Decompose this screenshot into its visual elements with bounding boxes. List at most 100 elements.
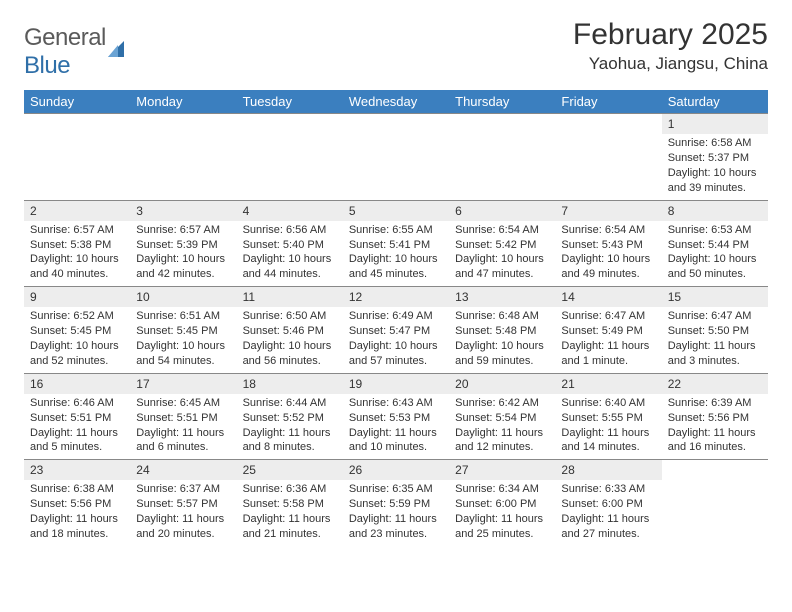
day-body: Sunrise: 6:39 AMSunset: 5:56 PMDaylight:…	[662, 394, 768, 459]
day1-text: Daylight: 10 hours	[455, 252, 549, 267]
day-cell: 24Sunrise: 6:37 AMSunset: 5:57 PMDayligh…	[130, 460, 236, 546]
weekday-sunday: Sunday	[24, 90, 130, 113]
day2-text: and 3 minutes.	[668, 354, 762, 369]
day-body: Sunrise: 6:44 AMSunset: 5:52 PMDaylight:…	[237, 394, 343, 459]
weekday-thursday: Thursday	[449, 90, 555, 113]
day-number: 12	[343, 287, 449, 307]
day-cell: 1Sunrise: 6:58 AMSunset: 5:37 PMDaylight…	[662, 114, 768, 200]
day-body: Sunrise: 6:51 AMSunset: 5:45 PMDaylight:…	[130, 307, 236, 372]
day-cell: 21Sunrise: 6:40 AMSunset: 5:55 PMDayligh…	[555, 374, 661, 460]
day1-text: Daylight: 11 hours	[30, 512, 124, 527]
day-number: 11	[237, 287, 343, 307]
day2-text: and 50 minutes.	[668, 267, 762, 282]
sunset-text: Sunset: 5:49 PM	[561, 324, 655, 339]
day-body: Sunrise: 6:50 AMSunset: 5:46 PMDaylight:…	[237, 307, 343, 372]
day2-text: and 18 minutes.	[30, 527, 124, 542]
day-cell: 13Sunrise: 6:48 AMSunset: 5:48 PMDayligh…	[449, 287, 555, 373]
day1-text: Daylight: 10 hours	[561, 252, 655, 267]
day2-text: and 25 minutes.	[455, 527, 549, 542]
brand-text: General Blue	[24, 24, 106, 80]
sunset-text: Sunset: 5:40 PM	[243, 238, 337, 253]
day-body: Sunrise: 6:35 AMSunset: 5:59 PMDaylight:…	[343, 480, 449, 545]
day-cell: 14Sunrise: 6:47 AMSunset: 5:49 PMDayligh…	[555, 287, 661, 373]
sunrise-text: Sunrise: 6:39 AM	[668, 396, 762, 411]
day-body: Sunrise: 6:33 AMSunset: 6:00 PMDaylight:…	[555, 480, 661, 545]
day-cell: 11Sunrise: 6:50 AMSunset: 5:46 PMDayligh…	[237, 287, 343, 373]
sunset-text: Sunset: 5:57 PM	[136, 497, 230, 512]
day-cell: 25Sunrise: 6:36 AMSunset: 5:58 PMDayligh…	[237, 460, 343, 546]
sunset-text: Sunset: 6:00 PM	[455, 497, 549, 512]
sunrise-text: Sunrise: 6:38 AM	[30, 482, 124, 497]
day-cell: 20Sunrise: 6:42 AMSunset: 5:54 PMDayligh…	[449, 374, 555, 460]
day1-text: Daylight: 11 hours	[561, 426, 655, 441]
sunrise-text: Sunrise: 6:34 AM	[455, 482, 549, 497]
day-cell: 12Sunrise: 6:49 AMSunset: 5:47 PMDayligh…	[343, 287, 449, 373]
day2-text: and 20 minutes.	[136, 527, 230, 542]
day-body: Sunrise: 6:47 AMSunset: 5:50 PMDaylight:…	[662, 307, 768, 372]
calendar: Sunday Monday Tuesday Wednesday Thursday…	[24, 90, 768, 546]
day2-text: and 42 minutes.	[136, 267, 230, 282]
day2-text: and 49 minutes.	[561, 267, 655, 282]
sunrise-text: Sunrise: 6:52 AM	[30, 309, 124, 324]
day-cell: 27Sunrise: 6:34 AMSunset: 6:00 PMDayligh…	[449, 460, 555, 546]
day1-text: Daylight: 11 hours	[30, 426, 124, 441]
week-row: 23Sunrise: 6:38 AMSunset: 5:56 PMDayligh…	[24, 459, 768, 546]
day2-text: and 1 minute.	[561, 354, 655, 369]
day2-text: and 8 minutes.	[243, 440, 337, 455]
day2-text: and 12 minutes.	[455, 440, 549, 455]
day1-text: Daylight: 10 hours	[136, 252, 230, 267]
day-body: Sunrise: 6:47 AMSunset: 5:49 PMDaylight:…	[555, 307, 661, 372]
sunset-text: Sunset: 5:55 PM	[561, 411, 655, 426]
sunset-text: Sunset: 5:56 PM	[668, 411, 762, 426]
day-body: Sunrise: 6:38 AMSunset: 5:56 PMDaylight:…	[24, 480, 130, 545]
day-number: 10	[130, 287, 236, 307]
sunrise-text: Sunrise: 6:43 AM	[349, 396, 443, 411]
weekday-wednesday: Wednesday	[343, 90, 449, 113]
day-number: 1	[662, 114, 768, 134]
day-cell: 6Sunrise: 6:54 AMSunset: 5:42 PMDaylight…	[449, 201, 555, 287]
day-cell: 22Sunrise: 6:39 AMSunset: 5:56 PMDayligh…	[662, 374, 768, 460]
sunrise-text: Sunrise: 6:55 AM	[349, 223, 443, 238]
day1-text: Daylight: 10 hours	[668, 166, 762, 181]
weekday-saturday: Saturday	[662, 90, 768, 113]
day-body: Sunrise: 6:37 AMSunset: 5:57 PMDaylight:…	[130, 480, 236, 545]
sunrise-text: Sunrise: 6:45 AM	[136, 396, 230, 411]
location: Yaohua, Jiangsu, China	[573, 54, 768, 74]
week-row: 16Sunrise: 6:46 AMSunset: 5:51 PMDayligh…	[24, 373, 768, 460]
sunrise-text: Sunrise: 6:36 AM	[243, 482, 337, 497]
day-cell	[343, 114, 449, 200]
day-body: Sunrise: 6:42 AMSunset: 5:54 PMDaylight:…	[449, 394, 555, 459]
day-number: 16	[24, 374, 130, 394]
sunset-text: Sunset: 6:00 PM	[561, 497, 655, 512]
day-body: Sunrise: 6:57 AMSunset: 5:38 PMDaylight:…	[24, 221, 130, 286]
sunrise-text: Sunrise: 6:51 AM	[136, 309, 230, 324]
sunrise-text: Sunrise: 6:40 AM	[561, 396, 655, 411]
day2-text: and 47 minutes.	[455, 267, 549, 282]
day-number: 19	[343, 374, 449, 394]
sunset-text: Sunset: 5:45 PM	[30, 324, 124, 339]
sunset-text: Sunset: 5:41 PM	[349, 238, 443, 253]
day-body: Sunrise: 6:54 AMSunset: 5:42 PMDaylight:…	[449, 221, 555, 286]
day2-text: and 44 minutes.	[243, 267, 337, 282]
day-number: 4	[237, 201, 343, 221]
day2-text: and 59 minutes.	[455, 354, 549, 369]
day-cell	[237, 114, 343, 200]
day1-text: Daylight: 11 hours	[668, 426, 762, 441]
day-number: 27	[449, 460, 555, 480]
day2-text: and 14 minutes.	[561, 440, 655, 455]
weekday-tuesday: Tuesday	[237, 90, 343, 113]
day-number: 14	[555, 287, 661, 307]
day1-text: Daylight: 11 hours	[561, 339, 655, 354]
day-cell	[555, 114, 661, 200]
day1-text: Daylight: 10 hours	[349, 339, 443, 354]
day2-text: and 57 minutes.	[349, 354, 443, 369]
day-body: Sunrise: 6:53 AMSunset: 5:44 PMDaylight:…	[662, 221, 768, 286]
sunrise-text: Sunrise: 6:57 AM	[136, 223, 230, 238]
sunset-text: Sunset: 5:44 PM	[668, 238, 762, 253]
day1-text: Daylight: 10 hours	[30, 339, 124, 354]
day1-text: Daylight: 11 hours	[349, 512, 443, 527]
sunrise-text: Sunrise: 6:54 AM	[455, 223, 549, 238]
sunset-text: Sunset: 5:38 PM	[30, 238, 124, 253]
sunrise-text: Sunrise: 6:57 AM	[30, 223, 124, 238]
sunrise-text: Sunrise: 6:58 AM	[668, 136, 762, 151]
